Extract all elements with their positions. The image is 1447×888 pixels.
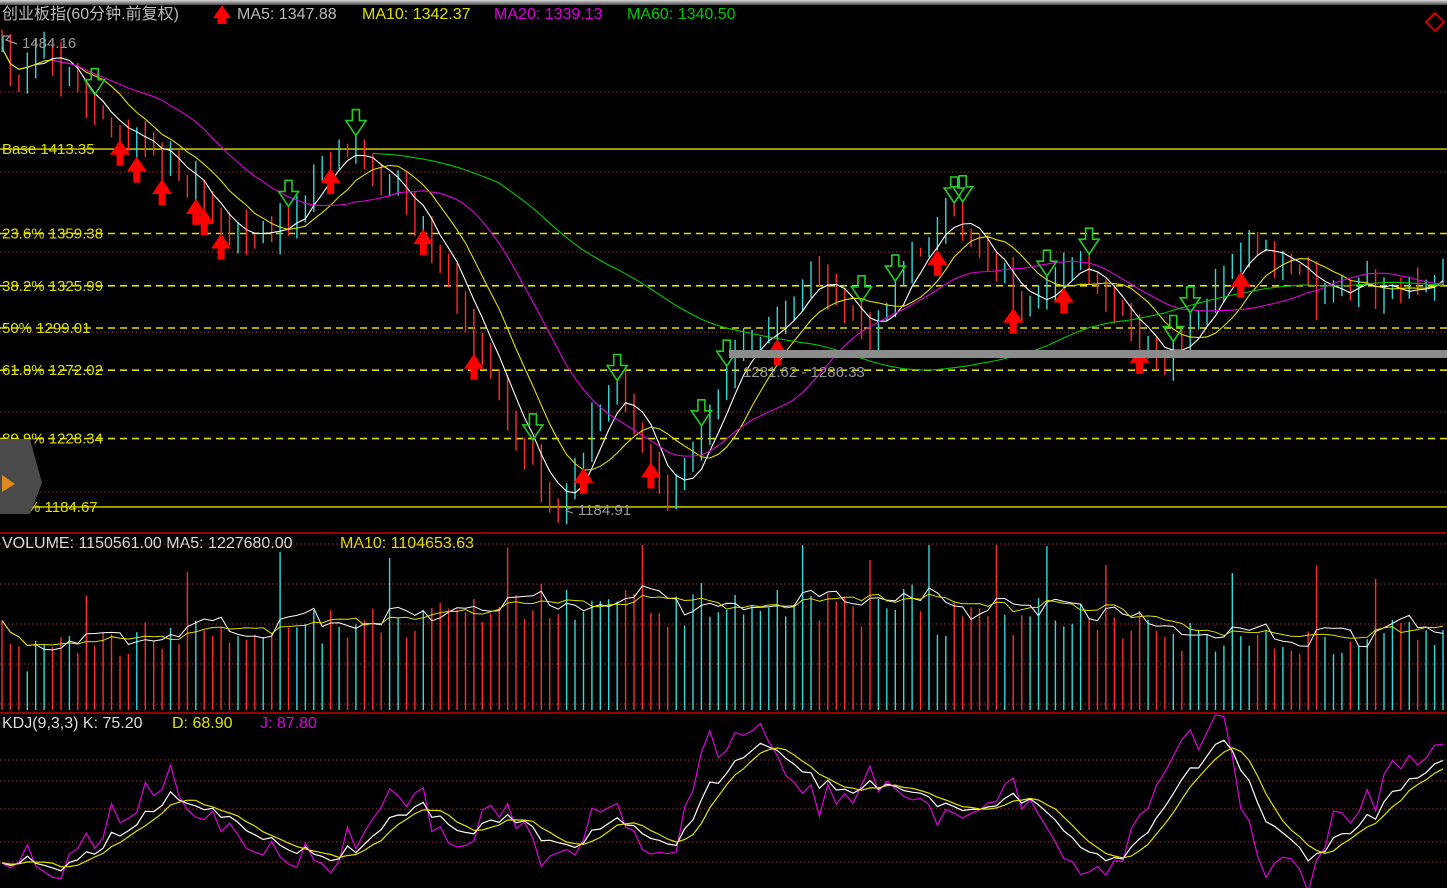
svg-text:MA60: 1340.50: MA60: 1340.50 [627,6,736,23]
svg-text:1484.16: 1484.16 [22,35,76,52]
svg-text:MA20: 1339.13: MA20: 1339.13 [494,6,603,23]
svg-text:61.8% 1272.02: 61.8% 1272.02 [2,362,103,379]
svg-text:KDJ(9,3,3) K: 75.20: KDJ(9,3,3) K: 75.20 [2,715,143,732]
svg-text:MA5: 1347.88: MA5: 1347.88 [237,6,337,23]
svg-text:23.6% 1359.38: 23.6% 1359.38 [2,226,103,243]
svg-text:MA10: 1342.37: MA10: 1342.37 [362,6,471,23]
svg-text:50% 1299.01: 50% 1299.01 [2,320,90,337]
svg-text:1281.62 - 1286.33: 1281.62 - 1286.33 [743,364,865,381]
svg-text:Base 1413.35: Base 1413.35 [2,141,95,158]
svg-text:38.2% 1325.99: 38.2% 1325.99 [2,278,103,295]
svg-text:< 1184.91: < 1184.91 [565,502,631,519]
svg-text:创业板指(60分钟.前复权): 创业板指(60分钟.前复权) [2,5,179,23]
svg-text:J: 87.80: J: 87.80 [260,715,317,732]
svg-text:D: 68.90: D: 68.90 [172,715,233,732]
